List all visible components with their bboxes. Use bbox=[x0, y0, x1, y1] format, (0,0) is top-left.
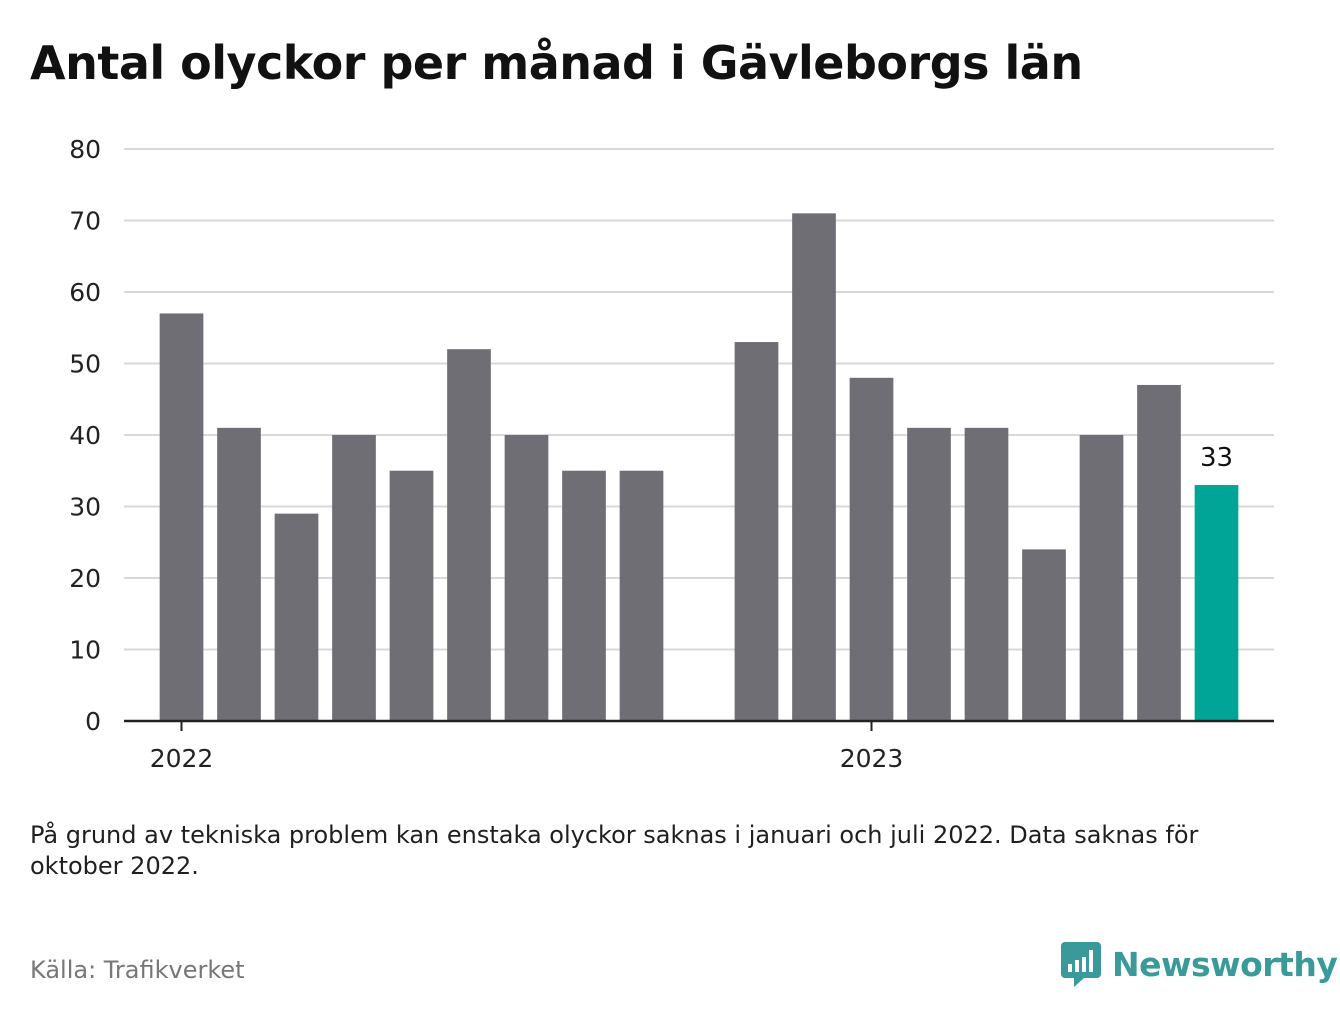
bar bbox=[792, 213, 836, 721]
bar bbox=[504, 435, 549, 721]
y-tick-label: 40 bbox=[69, 421, 101, 450]
bar bbox=[389, 470, 434, 721]
bar bbox=[217, 427, 261, 721]
bar bbox=[1022, 549, 1066, 721]
bar-highlight bbox=[1194, 485, 1239, 721]
bars bbox=[159, 213, 1239, 721]
bar bbox=[907, 427, 951, 721]
bar bbox=[1079, 435, 1124, 721]
bar-chart: 0 10 20 30 40 50 60 70 80 2022 2023 33 bbox=[69, 135, 1274, 773]
data-labels: 33 bbox=[1200, 443, 1233, 473]
chart-title: Antal olyckor per månad i Gävleborgs län bbox=[30, 36, 1083, 90]
y-tick-label: 0 bbox=[85, 707, 101, 736]
bar bbox=[562, 470, 606, 721]
y-axis-tick-labels: 0 10 20 30 40 50 60 70 80 bbox=[69, 135, 101, 736]
source-text: Källa: Trafikverket bbox=[30, 956, 245, 984]
footnote: På grund av tekniska problem kan enstaka… bbox=[30, 821, 1199, 880]
y-tick-label: 70 bbox=[69, 207, 101, 236]
y-tick-label: 30 bbox=[69, 493, 101, 522]
y-tick-label: 60 bbox=[69, 278, 101, 307]
y-tick-label: 10 bbox=[69, 636, 101, 665]
bar bbox=[849, 377, 894, 721]
x-axis: 2022 2023 bbox=[124, 719, 1274, 773]
bar bbox=[619, 470, 664, 721]
newsworthy-logo-icon bbox=[1061, 942, 1101, 987]
y-tick-label: 20 bbox=[69, 564, 101, 593]
bar bbox=[159, 313, 204, 721]
bar bbox=[274, 513, 319, 721]
bar bbox=[1137, 384, 1181, 721]
y-tick-label: 50 bbox=[69, 350, 101, 379]
bar bbox=[332, 435, 376, 721]
bar bbox=[447, 349, 491, 721]
bar-value-label: 33 bbox=[1200, 443, 1233, 473]
bar bbox=[734, 342, 779, 721]
x-tick-label: 2023 bbox=[840, 744, 904, 773]
brand-name: Newsworthy bbox=[1112, 944, 1338, 984]
newsworthy-logo: Newsworthy bbox=[1060, 940, 1338, 988]
bar bbox=[964, 427, 1009, 721]
x-tick-label: 2022 bbox=[150, 744, 214, 773]
y-tick-label: 80 bbox=[69, 135, 101, 164]
